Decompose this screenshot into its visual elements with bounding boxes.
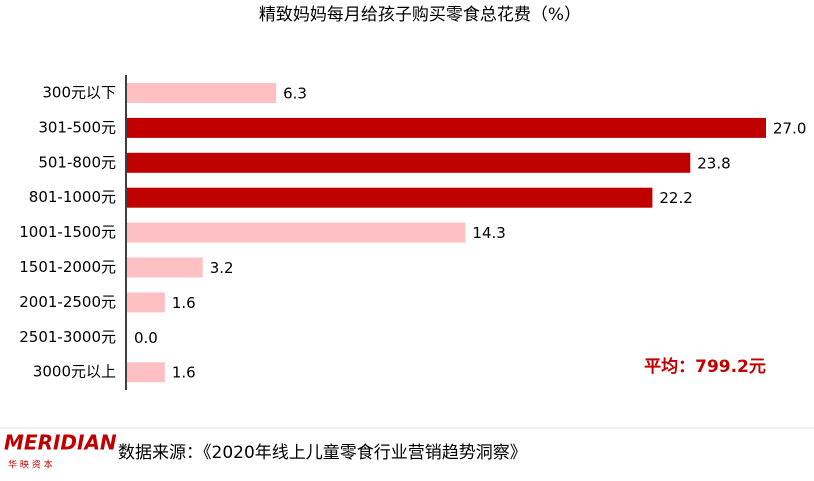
source: 数据来源：《2020年线上儿童零食行业营销趋势洞察》 xyxy=(118,443,527,463)
y-tick-label: 301-500元 xyxy=(38,118,116,136)
logo-sub: 华 映 资 本 xyxy=(8,459,53,471)
bar xyxy=(127,117,766,138)
y-tick-label: 300元以下 xyxy=(42,84,116,102)
value-label: 1.6 xyxy=(172,364,196,382)
y-tick-label: 1501-2000元 xyxy=(19,258,116,276)
bar xyxy=(127,257,203,278)
value-label: 6.3 xyxy=(283,85,307,103)
value-label: 3.2 xyxy=(210,259,234,277)
bar xyxy=(127,222,466,243)
annotation: 平均：799.2元 xyxy=(644,356,766,377)
value-label: 22.2 xyxy=(659,189,692,207)
chart-title: 精致妈妈每月给孩子购买零食总花费（%） xyxy=(259,5,581,25)
y-tick-label: 3000元以上 xyxy=(33,363,116,381)
value-label: 1.6 xyxy=(172,294,196,312)
y-tick-label: 1001-1500元 xyxy=(19,223,116,241)
value-label: 27.0 xyxy=(773,119,806,137)
y-tick-label: 501-800元 xyxy=(38,153,116,171)
y-tick-label: 2001-2500元 xyxy=(19,293,116,311)
bar xyxy=(127,187,653,208)
y-tick-label: 801-1000元 xyxy=(29,188,116,206)
y-tick-label: 2501-3000元 xyxy=(19,328,116,346)
value-label: 14.3 xyxy=(472,224,505,242)
logo: MERIDIAN xyxy=(4,431,117,455)
bar xyxy=(127,152,691,173)
value-label: 23.8 xyxy=(697,154,730,172)
bar xyxy=(127,292,165,313)
bar xyxy=(127,362,165,383)
value-label: 0.0 xyxy=(134,329,158,347)
bar xyxy=(127,83,277,103)
